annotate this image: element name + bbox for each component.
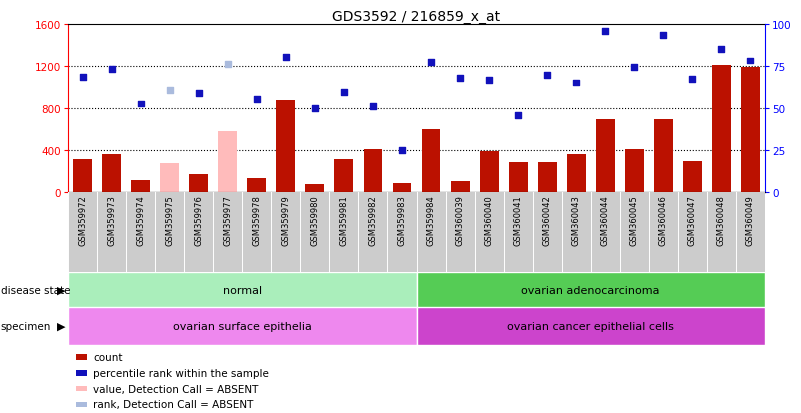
Text: GSM359983: GSM359983 (397, 195, 406, 245)
Point (483, 78, 496, 85)
Text: disease state: disease state (1, 285, 70, 295)
Bar (537, 162, 557, 192)
Point (105, 67, 118, 74)
Text: rank, Detection Call = ABSENT: rank, Detection Call = ABSENT (93, 399, 253, 409)
Bar (305, 184, 324, 192)
Text: value, Detection Call = ABSENT: value, Detection Call = ABSENT (93, 384, 258, 394)
Text: GSM360046: GSM360046 (659, 195, 668, 245)
Point (367, 103, 380, 109)
Point (396, 147, 409, 154)
Point (657, 33, 670, 40)
Point (308, 105, 321, 112)
Point (337, 90, 350, 96)
Bar (480, 151, 498, 192)
Point (425, 59, 437, 66)
Point (744, 58, 757, 65)
Bar (421, 130, 441, 192)
Point (686, 77, 698, 83)
Text: GSM359975: GSM359975 (165, 195, 174, 245)
Text: GSM360045: GSM360045 (630, 195, 638, 245)
Text: ▶: ▶ (58, 285, 66, 295)
Bar (683, 162, 702, 192)
Text: normal: normal (223, 285, 262, 295)
Text: count: count (93, 352, 123, 362)
Bar (103, 154, 121, 192)
Text: GSM360048: GSM360048 (717, 195, 726, 245)
Text: GSM360042: GSM360042 (543, 195, 552, 245)
Text: GSM359976: GSM359976 (195, 195, 203, 245)
Text: GSM359972: GSM359972 (78, 195, 87, 245)
Point (628, 64, 641, 71)
Point (453, 76, 466, 83)
Bar (68, 273, 417, 308)
Bar (189, 175, 208, 192)
Text: GSM360049: GSM360049 (746, 195, 755, 245)
Point (280, 55, 292, 62)
Text: GSM360043: GSM360043 (572, 195, 581, 245)
Text: ovarian surface epithelia: ovarian surface epithelia (173, 321, 312, 331)
Text: GSM359982: GSM359982 (368, 195, 377, 245)
Text: GSM360040: GSM360040 (485, 195, 493, 245)
Bar (335, 160, 353, 192)
Text: GSM360039: GSM360039 (456, 195, 465, 245)
Bar (364, 149, 382, 192)
Bar (625, 149, 644, 192)
Bar (417, 273, 765, 308)
Text: GSM359979: GSM359979 (281, 195, 290, 245)
Bar (567, 154, 586, 192)
Point (715, 47, 728, 53)
Text: GSM360047: GSM360047 (688, 195, 697, 245)
Text: percentile rank within the sample: percentile rank within the sample (93, 368, 269, 378)
Point (251, 97, 264, 103)
Text: ▶: ▶ (58, 321, 66, 331)
Point (599, 29, 612, 36)
Point (135, 101, 147, 107)
Text: GSM359977: GSM359977 (223, 195, 232, 245)
Point (221, 61, 234, 68)
Text: GSM360041: GSM360041 (513, 195, 522, 245)
Text: ovarian cancer epithelial cells: ovarian cancer epithelial cells (507, 321, 674, 331)
Bar (131, 180, 150, 192)
Bar (248, 178, 266, 192)
Bar (741, 68, 760, 192)
Text: GSM359974: GSM359974 (136, 195, 145, 245)
Text: specimen: specimen (1, 321, 51, 331)
Bar (451, 182, 469, 192)
Bar (712, 66, 731, 192)
Bar (276, 101, 296, 192)
Point (76, 75, 89, 81)
Text: GSM359980: GSM359980 (311, 195, 320, 245)
Text: ovarian adenocarcinoma: ovarian adenocarcinoma (521, 285, 660, 295)
Title: GDS3592 / 216859_x_at: GDS3592 / 216859_x_at (332, 10, 501, 24)
Bar (654, 120, 673, 192)
Bar (417, 308, 765, 345)
Point (541, 73, 553, 79)
Text: GSM359981: GSM359981 (340, 195, 348, 245)
Bar (73, 160, 92, 192)
Bar (596, 120, 614, 192)
Bar (392, 184, 412, 192)
Point (163, 87, 176, 94)
Point (192, 90, 205, 97)
Bar (160, 164, 179, 192)
Text: GSM359984: GSM359984 (427, 195, 436, 245)
Point (570, 80, 582, 87)
Text: GSM360044: GSM360044 (601, 195, 610, 245)
Point (512, 112, 525, 119)
Bar (509, 162, 528, 192)
Bar (68, 308, 417, 345)
Text: GSM359978: GSM359978 (252, 195, 261, 245)
Bar (219, 131, 237, 192)
Text: GSM359973: GSM359973 (107, 195, 116, 245)
